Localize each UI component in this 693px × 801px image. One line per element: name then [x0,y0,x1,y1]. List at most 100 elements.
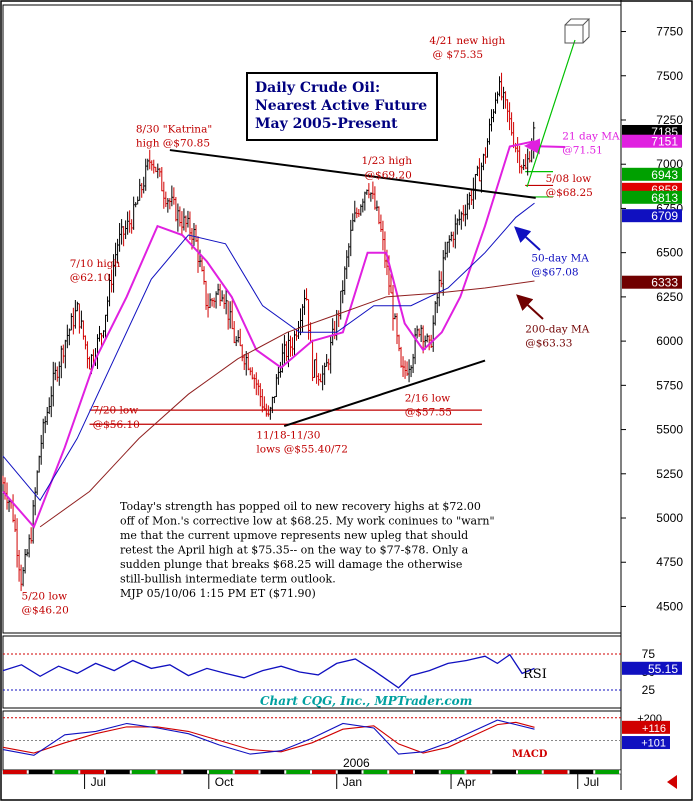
annotation-label: lows @$55.40/72 [256,444,348,456]
commentary-line: me that the current upmove represents ne… [120,529,468,542]
ma200-arrow [516,294,544,320]
annotation-label: high @$70.85 [136,138,210,150]
month-label: Oct [215,775,234,789]
watermark: Chart CQG, Inc., MPTrader.com [260,694,472,708]
price-axis: 7750750072507000675065006250600057505500… [621,25,683,613]
time-axis-segment [234,770,259,774]
annotation-label: @71.51 [562,145,603,157]
time-axis-segment [106,770,130,774]
time-axis-segment [131,770,156,774]
annotation-label: 7/20 low [93,405,139,417]
rsi-label: RSI [523,667,547,682]
title-box-border [246,72,438,141]
annotations: 4/21 new high @ $75.35 8/30 "Katrina" high … [22,35,620,617]
time-axis-segment [337,770,362,774]
time-axis-segment [595,770,619,774]
title-line: Nearest Active Future [255,98,427,114]
title-line: Daily Crude Oil: [255,80,380,96]
y-tick-label: 7000 [656,157,683,171]
y-tick-label: 5750 [656,378,683,392]
pointer-arrows [514,18,591,320]
rsi-tick: 75 [642,647,656,661]
time-axis-segment [518,770,542,774]
annotation-label: 8/30 "Katrina" [136,123,212,135]
price-tag-value: 7151 [651,135,678,149]
rsi-border [2,635,622,709]
annotation-label: 1/23 high [361,155,412,167]
rsi-tag-box [622,661,682,675]
rsi-tag: 55.15 [648,662,678,676]
time-axis-segment [157,770,182,774]
annotation-label: 2/16 low [405,392,451,404]
trendline-lower [283,359,486,427]
annotation-label: 7/10 high [70,258,121,270]
time-axis-segment [389,770,413,774]
ma-line [2,140,535,529]
time-axis-segment [260,770,285,774]
annotation-label: 5/08 low [546,173,592,185]
title-box: Daily Crude Oil: Nearest Active Future May… [246,72,438,141]
price-tag-box [622,209,682,223]
cube-front [564,24,584,44]
ma21-arrow [524,138,566,155]
y-tick-label: 4750 [656,555,683,569]
macd-line [2,719,535,756]
y-tick-label: 7500 [656,69,683,83]
time-axis-segment [80,770,104,774]
price-tag-value: 6333 [651,276,678,290]
macd-tag: +101 [641,738,666,750]
rsi-line [2,653,535,689]
ma50-arrow [514,226,541,251]
macd-tag: +116 [642,723,666,735]
time-axis-segment [28,770,53,774]
price-tag-value: 6709 [651,209,678,223]
commentary-line: MJP 05/10/06 1:15 PM ET ($71.90) [120,587,316,600]
y-tick-label: 7750 [656,25,683,39]
price-tag-value: 6943 [651,168,678,182]
commentary: Today's strength has popped oil to new r… [120,500,495,600]
annotation-label: @$46.20 [22,605,69,617]
commentary-line: still-bullish intermediate term outlook. [120,573,336,586]
time-axis-segment [3,770,27,774]
macd-tag-box [622,720,670,734]
scroll-left-icon [667,775,677,789]
annotation-label: 200-day MA [525,323,590,335]
annotation-label: @$57.55 [405,406,452,418]
macd-signal-line [2,721,535,754]
price-tag-box [622,167,682,181]
annotation-label: 4/21 new high [429,35,505,47]
time-axis-segment [466,770,491,774]
y-tick-label: 7250 [656,113,683,127]
annotation-label: 5/20 low [22,590,68,602]
annotation-label: 21 day MA [562,130,620,142]
time-axis-segment [363,770,388,774]
time-axis-segment [54,770,79,774]
month-label: Jan [343,775,362,789]
commentary-line: sudden plunge that breaks $68.25 will da… [120,558,462,571]
annotation-label: @$56.10 [93,419,140,431]
y-tick-label: 6000 [656,334,683,348]
projection-line [526,39,576,188]
month-label: Jul [91,775,106,789]
price-tag-value: 6813 [651,191,678,205]
trendlines [169,149,536,427]
price-tag-box [622,190,682,204]
time-axis-segment [492,770,516,774]
y-tick-label: 6250 [656,290,683,304]
y-tick-label: 5500 [656,423,683,437]
time-axis-segment [543,770,568,774]
annotation-label: @$67.08 [531,267,578,279]
time-axis-segment [569,770,594,774]
month-label: Apr [457,775,476,789]
y-tick-label: 5000 [656,511,683,525]
title-line: May 2005-Present [255,116,398,132]
cube-edges [564,18,591,44]
time-axis-segment [440,770,465,774]
annotation-label: 50-day MA [531,253,589,265]
annotation-label: @$68.25 [546,187,593,199]
